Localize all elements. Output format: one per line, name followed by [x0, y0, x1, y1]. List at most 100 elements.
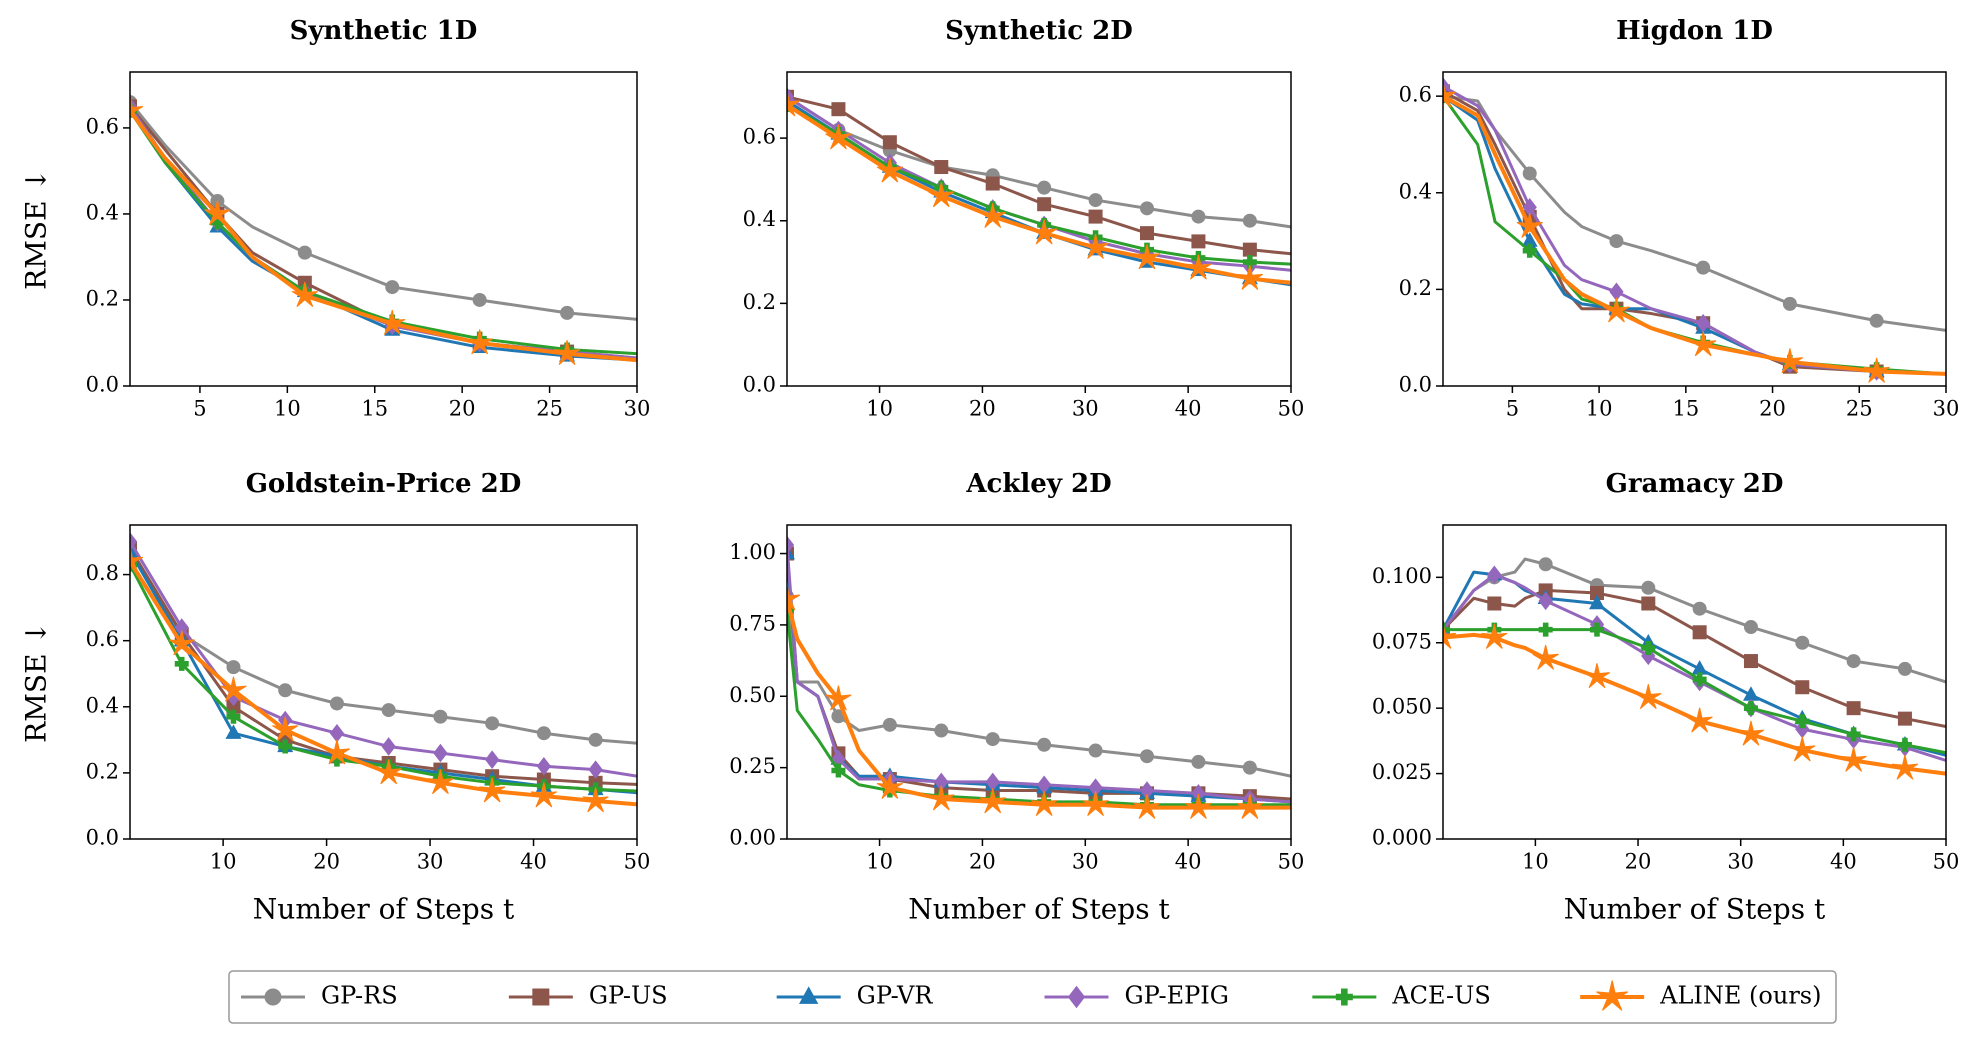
plot-frame [129, 524, 638, 840]
x-tick-label: 10 [866, 397, 893, 421]
marker [226, 660, 241, 675]
marker [1242, 760, 1257, 775]
marker [130, 547, 144, 573]
marker [1641, 640, 1656, 655]
marker [1191, 754, 1206, 769]
marker [934, 160, 949, 175]
y-tick-label: 0.4 [86, 200, 119, 224]
y-tick-label: 0.0 [743, 373, 776, 397]
series-line [787, 598, 1291, 810]
x-tick-label: 10 [1522, 850, 1549, 874]
series-line [787, 103, 1291, 285]
marker [1583, 663, 1611, 689]
marker [979, 788, 1006, 814]
marker [979, 202, 1006, 228]
series-line [1443, 90, 1946, 376]
marker [536, 757, 552, 776]
marker [485, 750, 500, 769]
marker [1538, 591, 1553, 611]
marker [1641, 580, 1656, 595]
marker [1863, 357, 1890, 383]
plot-frame [1442, 71, 1947, 387]
marker [1487, 565, 1502, 584]
marker [1869, 313, 1884, 328]
x-tick-label: 30 [624, 397, 651, 421]
marker [1140, 226, 1154, 241]
marker [1641, 596, 1656, 611]
marker [1185, 254, 1212, 280]
panel-title: Goldstein-Price 2D [246, 469, 522, 499]
legend-label: GP-EPIG [1125, 982, 1229, 1010]
series-line [1443, 95, 1946, 376]
panel-title: Synthetic 1D [290, 16, 478, 46]
marker [1037, 180, 1052, 195]
marker [787, 585, 801, 611]
marker [787, 91, 801, 117]
marker [1031, 791, 1058, 817]
plot-frame [1442, 524, 1947, 840]
x-tick-label: 30 [1727, 850, 1754, 874]
series-line [1443, 632, 1946, 776]
marker [1538, 557, 1553, 572]
x-tick-label: 10 [274, 397, 301, 421]
marker [1846, 654, 1861, 669]
marker [1795, 714, 1810, 729]
marker [329, 723, 345, 743]
marker [532, 988, 550, 1006]
marker [536, 726, 551, 741]
x-tick-label: 50 [1278, 850, 1305, 874]
series-line [1443, 94, 1946, 376]
marker [472, 292, 487, 307]
y-tick-label: 0.8 [86, 561, 119, 585]
marker [1242, 242, 1257, 257]
marker [553, 340, 581, 366]
marker [174, 656, 189, 671]
marker [226, 709, 241, 724]
marker [876, 157, 903, 183]
y-tick-label: 0.025 [1372, 760, 1432, 784]
series-line [787, 99, 1291, 287]
legend-label: GP-RS [321, 982, 398, 1010]
marker [1897, 661, 1912, 676]
marker [787, 535, 795, 555]
x-tick-label: 15 [1672, 397, 1699, 421]
x-tick-label: 20 [1759, 397, 1786, 421]
marker [1532, 644, 1559, 670]
marker [1692, 601, 1707, 616]
plot-frame [786, 71, 1292, 387]
y-tick-label: 0.25 [729, 754, 776, 778]
y-tick-label: 0.0 [86, 373, 119, 397]
marker [1692, 625, 1707, 640]
marker [1031, 219, 1058, 245]
legend-label: GP-US [589, 982, 668, 1010]
x-tick-label: 10 [1586, 397, 1613, 421]
marker [130, 532, 138, 551]
marker [831, 102, 846, 117]
marker [1795, 635, 1810, 650]
y-tick-label: 1.00 [729, 540, 776, 564]
marker [1082, 791, 1109, 817]
marker [1846, 727, 1861, 742]
marker [560, 305, 575, 320]
marker [1067, 985, 1086, 1009]
marker [985, 176, 1000, 191]
marker [928, 785, 955, 811]
x-tick-label: 20 [449, 397, 476, 421]
marker [588, 760, 603, 779]
marker [928, 182, 955, 208]
marker [1133, 244, 1161, 270]
y-tick-label: 0.0 [1399, 373, 1432, 397]
x-tick-label: 20 [313, 850, 340, 874]
y-tick-label: 0.2 [743, 290, 776, 314]
y-tick-label: 0.2 [1399, 276, 1432, 300]
series-line [1443, 94, 1946, 332]
marker [1846, 701, 1861, 716]
panel-title: Synthetic 2D [945, 16, 1133, 46]
plot-frame [786, 524, 1292, 840]
marker [204, 200, 231, 226]
marker [1481, 623, 1508, 649]
y-tick-label: 0.0 [86, 826, 119, 850]
panel-title: Ackley 2D [965, 469, 1111, 499]
